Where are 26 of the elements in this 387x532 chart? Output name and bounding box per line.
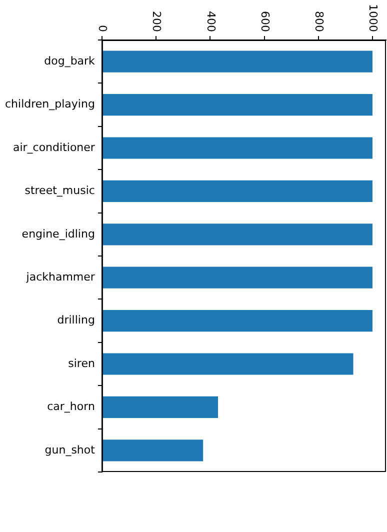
- bar: [102, 266, 372, 288]
- bar: [102, 310, 372, 332]
- y-tick-label: children_playing: [4, 98, 95, 111]
- y-tick-label: street_music: [24, 184, 95, 198]
- y-tick-label: dog_bark: [44, 54, 96, 68]
- bar: [102, 440, 204, 462]
- x-tick-label: 800: [312, 11, 326, 32]
- x-tick-label: 0: [96, 25, 110, 32]
- y-tick-label: air_conditioner: [12, 140, 96, 154]
- bar: [102, 224, 372, 246]
- y-tick-label: gun_shot: [44, 443, 96, 456]
- y-tick-label: jackhammer: [25, 270, 96, 284]
- x-tick-label: 600: [258, 11, 272, 32]
- bar: [102, 94, 372, 116]
- x-tick-label: 1000: [366, 4, 380, 32]
- x-tick-label: 400: [204, 11, 218, 32]
- y-tick-label: engine_idling: [22, 227, 95, 240]
- bar: [102, 50, 372, 72]
- bar: [102, 353, 354, 375]
- bar: [102, 396, 218, 418]
- bar: [102, 137, 372, 159]
- y-tick-label: car_horn: [47, 400, 95, 414]
- x-tick-label: 200: [150, 11, 164, 32]
- y-tick-label: siren: [68, 356, 95, 370]
- bar: [102, 180, 372, 202]
- y-tick-label: drilling: [57, 314, 95, 327]
